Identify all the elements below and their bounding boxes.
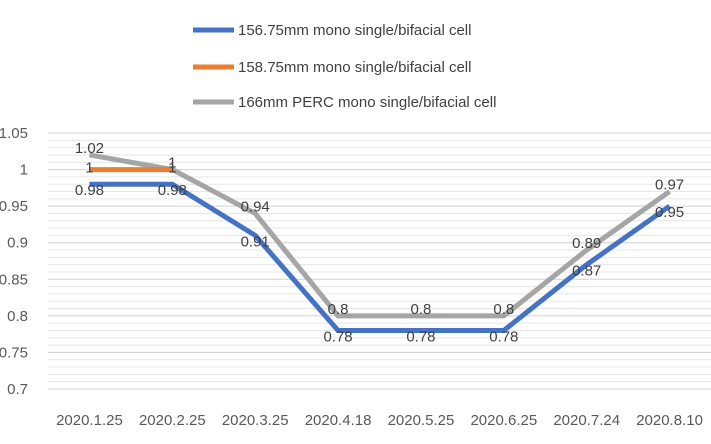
- data-label: 0.95: [655, 204, 684, 221]
- data-label: 0.87: [572, 263, 601, 280]
- x-tick-label: 2020.4.18: [305, 412, 372, 429]
- x-tick-label: 2020.1.25: [56, 412, 123, 429]
- x-tick-label: 2020.5.25: [388, 412, 455, 429]
- data-label: 0.98: [75, 182, 104, 199]
- series-line-1: [89, 181, 672, 333]
- data-label: 0.78: [489, 328, 518, 345]
- y-tick-label: 0.85: [0, 271, 28, 288]
- series-line-3: [89, 152, 672, 319]
- x-tick-label: 2020.8.10: [636, 412, 703, 429]
- x-tick-label: 2020.7.24: [553, 412, 620, 429]
- data-label: 1: [168, 160, 176, 177]
- data-label: 1: [85, 160, 93, 177]
- data-label: 0.97: [655, 177, 684, 194]
- legend-label: 158.75mm mono single/bifacial cell: [238, 59, 471, 76]
- data-labels: 0.98 0.980.910.78 0.78 0.780.870.951 11.0210…: [75, 140, 684, 346]
- data-label: 0.91: [241, 233, 270, 250]
- y-tick-label: 0.7: [7, 381, 28, 398]
- data-label: 0.78: [323, 328, 352, 345]
- y-tick-label: 0.75: [0, 344, 28, 361]
- y-tick-label: 1: [20, 162, 28, 179]
- y-axis: 0.7 0.75 0.8 0.85 0.9 0.95 1 1.05: [0, 125, 28, 398]
- data-label: 1: [168, 155, 176, 172]
- data-label: 0.89: [572, 235, 601, 252]
- data-label: 0.78: [406, 328, 435, 345]
- y-tick-label: 0.8: [7, 308, 28, 325]
- series-lines: [89, 152, 672, 333]
- y-tick-label: 0.9: [7, 235, 28, 252]
- data-label: 0.98: [158, 182, 187, 199]
- x-tick-label: 2020.2.25: [139, 412, 206, 429]
- x-axis: 2020.1.25 2020.2.25 2020.3.25 2020.4.18 2020…: [56, 412, 703, 429]
- y-tick-label: 1.05: [0, 125, 28, 142]
- data-label: 0.8: [493, 301, 514, 318]
- x-tick-label: 2020.6.25: [470, 412, 537, 429]
- y-tick-label: 0.95: [0, 198, 28, 215]
- data-label: 0.8: [411, 301, 432, 318]
- data-label: 1.02: [75, 140, 104, 157]
- x-tick-label: 2020.3.25: [222, 412, 289, 429]
- chart-legend: 156.75mm mono single/bifacial cell 158.75…: [193, 22, 496, 111]
- legend-label: 156.75mm mono single/bifacial cell: [238, 22, 471, 39]
- data-label: 0.8: [328, 301, 349, 318]
- legend-label: 166mm PERC mono single/bifacial cell: [238, 94, 496, 111]
- data-label: 0.94: [241, 198, 270, 215]
